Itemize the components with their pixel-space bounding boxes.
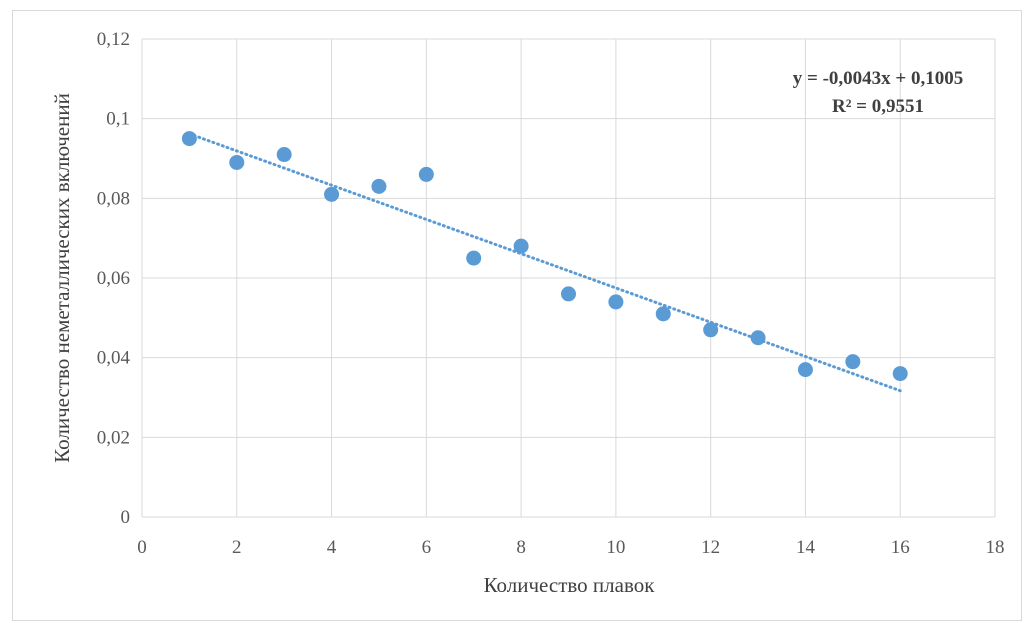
- y-tick-label: 0,1: [106, 109, 130, 130]
- data-point: [466, 250, 482, 266]
- y-tick-label: 0,06: [97, 268, 130, 289]
- data-point: [324, 186, 340, 202]
- chart-frame: [12, 10, 1022, 621]
- y-axis-title: Количество неметаллических включений: [50, 93, 74, 463]
- x-tick-label: 6: [422, 537, 432, 558]
- y-tick-label: 0: [121, 507, 131, 528]
- x-tick-label: 8: [516, 537, 526, 558]
- x-tick-label: 12: [701, 537, 720, 558]
- y-tick-label: 0,12: [97, 29, 130, 50]
- data-point: [750, 330, 766, 346]
- y-tick-label: 0,02: [97, 427, 130, 448]
- trendline-r-squared: R² = 0,9551: [832, 96, 924, 117]
- data-point: [892, 366, 908, 382]
- x-tick-label: 18: [986, 537, 1005, 558]
- data-point: [703, 322, 719, 338]
- trendline: [187, 132, 902, 393]
- trendline-group: [187, 132, 902, 393]
- data-point: [276, 147, 292, 163]
- y-tick-label: 0,04: [97, 348, 131, 369]
- data-point: [229, 154, 245, 170]
- data-point: [371, 178, 387, 194]
- x-axis-title: Количество плавок: [484, 573, 656, 597]
- trendline-equation: y = -0,0043x + 0,1005: [793, 68, 963, 89]
- data-point: [608, 294, 624, 310]
- x-tick-label: 2: [232, 537, 242, 558]
- x-tick-label: 16: [891, 537, 910, 558]
- data-point: [797, 362, 813, 378]
- x-tick-label: 4: [327, 537, 337, 558]
- data-point: [513, 238, 529, 254]
- data-point: [181, 131, 197, 147]
- x-tick-label: 10: [606, 537, 625, 558]
- gridlines: [141, 38, 996, 518]
- data-point: [418, 166, 434, 182]
- x-tick-label: 0: [137, 537, 147, 558]
- data-point: [655, 306, 671, 322]
- tick-labels: 0 0,02 0,04 0,06 0,08 0,1 0,12 0 2 4 6 8 10 12 14 16 18: [97, 29, 1005, 558]
- data-point: [845, 354, 861, 370]
- data-points: [181, 131, 908, 382]
- y-tick-label: 0,08: [97, 188, 130, 209]
- x-tick-label: 14: [796, 537, 816, 558]
- data-point: [561, 286, 576, 302]
